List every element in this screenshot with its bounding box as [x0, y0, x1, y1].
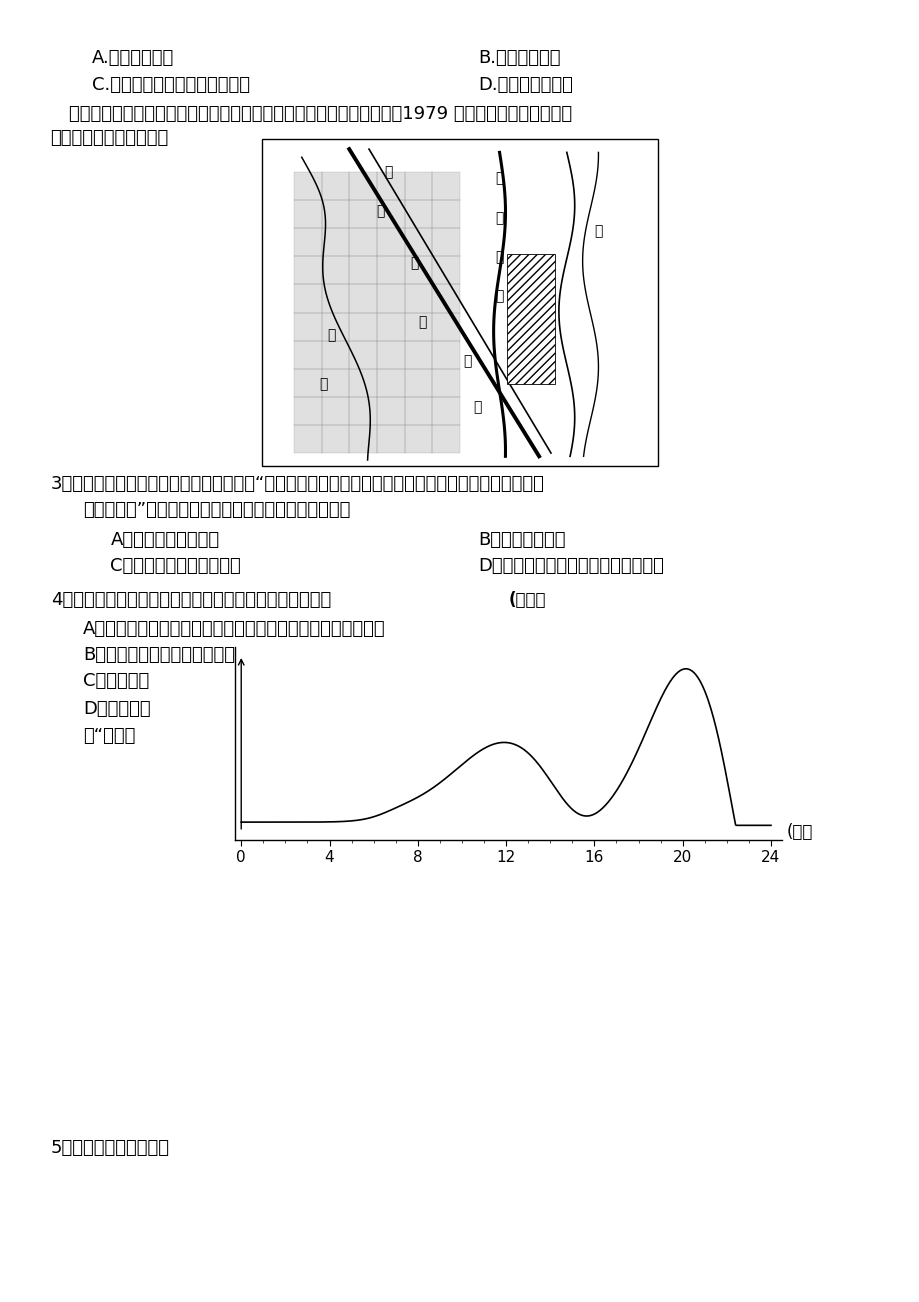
Text: 澳: 澳 [494, 211, 504, 225]
Text: 读“某城市: 读“某城市 [83, 727, 135, 745]
Text: 满: 满 [594, 224, 602, 238]
Text: 杭: 杭 [376, 204, 385, 219]
Text: B．京沪鐵路的修建不会影响德州城市空间形态的演变: B．京沪鐵路的修建不会影响德州城市空间形态的演变 [83, 646, 342, 664]
Text: 京杭运河的开凿带动了沿线经济的发展，使德州段的码头也更加繁荣。1979 年运河因水源枯竭断航，: 京杭运河的开凿带动了沿线经济的发展，使德州段的码头也更加繁荣。1979 年运河因… [69, 105, 572, 124]
Text: (人数）: (人数） [507, 591, 545, 608]
Text: C.　面积小，公路运输灵活方便: C. 面积小，公路运输灵活方便 [92, 76, 250, 94]
Text: 河: 河 [319, 378, 327, 392]
Text: 鐵: 鐵 [463, 354, 471, 368]
Text: C．德州可以: C．德州可以 [83, 672, 149, 690]
Text: 4．关于交通条件对德州市空间形态的影响，叙述正确的是: 4．关于交通条件对德州市空间形态的影响，叙述正确的是 [51, 591, 331, 609]
Bar [507, 254, 554, 384]
Text: 沪: 沪 [494, 250, 504, 264]
Text: D．京沪高速: D．京沪高速 [83, 700, 151, 719]
Text: 高: 高 [494, 289, 504, 303]
Bar [293, 172, 460, 453]
Text: A.　地势起伏大: A. 地势起伏大 [92, 49, 174, 68]
Text: 京: 京 [384, 165, 392, 178]
Text: B．商人大量外迁: B．商人大量外迁 [478, 531, 565, 549]
Text: 河: 河 [473, 400, 482, 414]
Text: 歌馆相喧阁”。但后来德州发展速度缓慢，其主要原因是: 歌馆相喧阁”。但后来德州发展速度缓慢，其主要原因是 [83, 501, 350, 519]
Text: 卫: 卫 [410, 256, 418, 271]
Text: A．德州空间形态南北扩展，京杭运河成为德州城的唯一发展轴: A．德州空间形态南北扩展，京杭运河成为德州城的唯一发展轴 [83, 620, 385, 638]
Text: 5．该功能区最有可能是: 5．该功能区最有可能是 [51, 1139, 169, 1157]
Text: (时）: (时） [786, 823, 811, 841]
Text: 运: 运 [327, 328, 335, 342]
Text: 德州航运局因此而解散。: 德州航运局因此而解散。 [51, 129, 169, 147]
Text: D．人口增长速度变慢，市场需求减少: D．人口增长速度变慢，市场需求减少 [478, 557, 664, 575]
Text: C．海运和鐵路运输的出现: C．海运和鐵路运输的出现 [110, 557, 241, 575]
Text: 新: 新 [418, 315, 426, 329]
Text: D.　自然灾害较少: D. 自然灾害较少 [478, 76, 573, 94]
Bar [262, 139, 657, 466]
Text: A．矿产资源日趋枯竭: A．矿产资源日趋枯竭 [110, 531, 220, 549]
Text: B.　居住人口少: B. 居住人口少 [478, 49, 561, 68]
Text: 3．明代诗人朱德润的诗中描绘德州漕运：“日中市贸群物聚，红毯碧碗堆如山。商人嚌利暮不散，酒楼: 3．明代诗人朱德润的诗中描绘德州漕运：“日中市贸群物聚，红毯碧碗堆如山。商人嚌利… [51, 475, 544, 493]
Text: 京: 京 [494, 172, 504, 185]
